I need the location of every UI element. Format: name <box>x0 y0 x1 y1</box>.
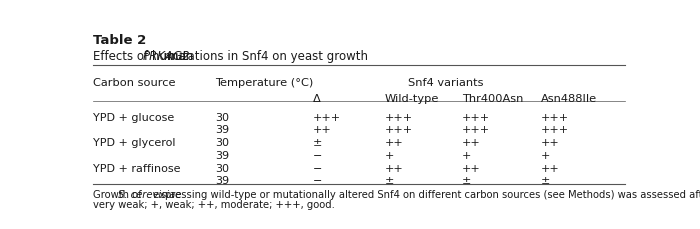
Text: expressing wild-type or mutationally altered Snf4 on different carbon sources (s: expressing wild-type or mutationally alt… <box>150 189 700 199</box>
Text: PRKAG2: PRKAG2 <box>142 49 190 63</box>
Text: ±: ± <box>462 175 471 185</box>
Text: 39: 39 <box>215 150 229 160</box>
Text: +++: +++ <box>385 125 413 135</box>
Text: Growth of: Growth of <box>93 189 145 199</box>
Text: YPD + glycerol: YPD + glycerol <box>93 138 176 148</box>
Text: 39: 39 <box>215 125 229 135</box>
Text: Asn488Ile: Asn488Ile <box>540 94 596 104</box>
Text: ++: ++ <box>462 138 481 148</box>
Text: ±: ± <box>385 175 394 185</box>
Text: ++: ++ <box>385 138 403 148</box>
Text: ++: ++ <box>462 163 481 173</box>
Text: Temperature (°C): Temperature (°C) <box>215 78 313 88</box>
Text: ±: ± <box>313 138 322 148</box>
Text: mutations in Snf4 on yeast growth: mutations in Snf4 on yeast growth <box>160 49 368 63</box>
Text: +++: +++ <box>462 112 490 123</box>
Text: Thr400Asn: Thr400Asn <box>462 94 523 104</box>
Text: +++: +++ <box>313 112 341 123</box>
Text: 39: 39 <box>215 175 229 185</box>
Text: +: + <box>462 150 471 160</box>
Text: −: − <box>313 150 322 160</box>
Text: +: + <box>540 150 550 160</box>
Text: +++: +++ <box>540 112 568 123</box>
Text: +++: +++ <box>462 125 490 135</box>
Text: YPD + raffinose: YPD + raffinose <box>93 163 181 173</box>
Text: very weak; +, weak; ++, moderate; +++, good.: very weak; +, weak; ++, moderate; +++, g… <box>93 199 335 209</box>
Text: Table 2: Table 2 <box>93 34 146 46</box>
Text: +: + <box>385 150 394 160</box>
Text: ++: ++ <box>540 163 559 173</box>
Text: 30: 30 <box>215 138 229 148</box>
Text: ++: ++ <box>385 163 403 173</box>
Text: YPD + glucose: YPD + glucose <box>93 112 174 123</box>
Text: +++: +++ <box>385 112 413 123</box>
Text: ±: ± <box>540 175 550 185</box>
Text: 30: 30 <box>215 112 229 123</box>
Text: Wild-type: Wild-type <box>385 94 439 104</box>
Text: ++: ++ <box>313 125 331 135</box>
Text: 30: 30 <box>215 163 229 173</box>
Text: ++: ++ <box>540 138 559 148</box>
Text: S. cerevisiae: S. cerevisiae <box>118 189 181 199</box>
Text: −: − <box>313 175 322 185</box>
Text: Snf4 variants: Snf4 variants <box>408 78 483 88</box>
Text: Δ: Δ <box>313 94 321 104</box>
Text: −: − <box>313 163 322 173</box>
Text: Effects of human: Effects of human <box>93 49 197 63</box>
Text: Carbon source: Carbon source <box>93 78 176 88</box>
Text: +++: +++ <box>540 125 568 135</box>
